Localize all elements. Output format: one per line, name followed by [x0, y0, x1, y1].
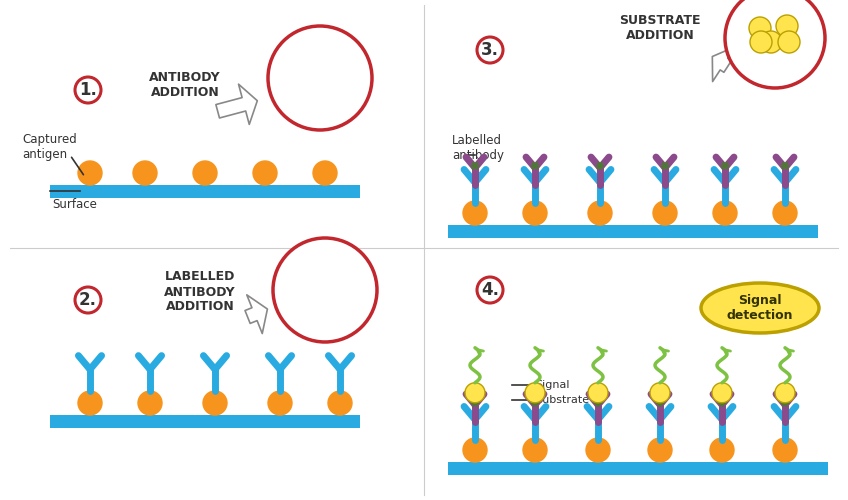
Ellipse shape	[701, 283, 819, 333]
Circle shape	[775, 383, 795, 403]
Circle shape	[253, 161, 277, 185]
Text: Labelled
antibody: Labelled antibody	[452, 134, 504, 162]
Circle shape	[523, 438, 547, 462]
Circle shape	[658, 401, 662, 404]
Circle shape	[725, 0, 825, 88]
Circle shape	[720, 401, 724, 404]
Circle shape	[710, 438, 734, 462]
Bar	[448, 225, 818, 238]
Circle shape	[773, 438, 797, 462]
Circle shape	[778, 31, 800, 53]
Bar	[50, 185, 360, 198]
Text: Signal: Signal	[535, 380, 570, 390]
Circle shape	[712, 383, 732, 403]
Circle shape	[784, 164, 787, 168]
Circle shape	[303, 274, 305, 276]
Circle shape	[648, 438, 672, 462]
Circle shape	[663, 164, 667, 168]
Circle shape	[268, 26, 372, 130]
Circle shape	[330, 287, 332, 290]
Circle shape	[523, 201, 547, 225]
Circle shape	[138, 391, 162, 415]
Text: 4.: 4.	[481, 281, 499, 299]
Text: 2.: 2.	[79, 291, 97, 309]
Text: ANTIBODY
ADDITION: ANTIBODY ADDITION	[149, 71, 220, 99]
Circle shape	[588, 383, 608, 403]
Circle shape	[313, 161, 337, 185]
Circle shape	[784, 401, 787, 404]
Circle shape	[596, 401, 600, 404]
Circle shape	[473, 164, 477, 168]
Circle shape	[586, 438, 610, 462]
Circle shape	[776, 15, 798, 37]
Circle shape	[525, 383, 545, 403]
Circle shape	[713, 201, 737, 225]
Text: Signal
detection: Signal detection	[727, 294, 793, 322]
Text: Captured
antigen: Captured antigen	[22, 133, 77, 161]
Text: 1.: 1.	[79, 81, 97, 99]
Circle shape	[723, 164, 727, 168]
Text: 3.: 3.	[481, 41, 499, 59]
Text: Surface: Surface	[52, 198, 97, 211]
Bar	[50, 415, 360, 428]
Circle shape	[749, 17, 771, 39]
Circle shape	[588, 201, 612, 225]
Circle shape	[760, 31, 782, 53]
Circle shape	[463, 438, 487, 462]
Circle shape	[193, 161, 217, 185]
Circle shape	[339, 266, 342, 269]
Text: Substrate: Substrate	[535, 395, 589, 405]
Circle shape	[750, 31, 772, 53]
Circle shape	[78, 391, 102, 415]
Bar	[448, 462, 828, 475]
Circle shape	[203, 391, 227, 415]
Circle shape	[650, 383, 670, 403]
Circle shape	[473, 401, 477, 404]
Circle shape	[465, 383, 485, 403]
Circle shape	[273, 238, 377, 342]
Circle shape	[78, 161, 102, 185]
Circle shape	[653, 201, 677, 225]
Circle shape	[268, 391, 292, 415]
Circle shape	[773, 201, 797, 225]
Text: SUBSTRATE
ADDITION: SUBSTRATE ADDITION	[619, 14, 700, 42]
Text: LABELLED
ANTIBODY
ADDITION: LABELLED ANTIBODY ADDITION	[165, 270, 236, 314]
Circle shape	[328, 391, 352, 415]
Circle shape	[533, 401, 537, 404]
Circle shape	[133, 161, 157, 185]
Circle shape	[598, 164, 602, 168]
Circle shape	[463, 201, 487, 225]
Circle shape	[533, 164, 537, 168]
